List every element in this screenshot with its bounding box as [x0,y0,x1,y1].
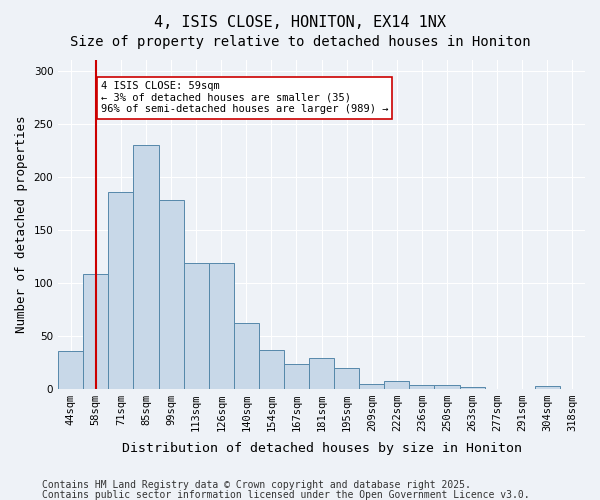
Bar [359,384,385,388]
Bar [385,381,409,388]
Text: 4, ISIS CLOSE, HONITON, EX14 1NX: 4, ISIS CLOSE, HONITON, EX14 1NX [154,15,446,30]
Text: Size of property relative to detached houses in Honiton: Size of property relative to detached ho… [70,35,530,49]
Bar [133,145,158,388]
Bar [109,192,133,388]
X-axis label: Distribution of detached houses by size in Honiton: Distribution of detached houses by size … [122,442,521,455]
Bar [309,358,334,388]
Bar [259,350,284,389]
Text: Contains public sector information licensed under the Open Government Licence v3: Contains public sector information licen… [42,490,530,500]
Bar [334,368,359,388]
Bar [184,264,209,388]
Y-axis label: Number of detached properties: Number of detached properties [15,116,28,333]
Text: 4 ISIS CLOSE: 59sqm
← 3% of detached houses are smaller (35)
96% of semi-detache: 4 ISIS CLOSE: 59sqm ← 3% of detached hou… [101,81,388,114]
Bar [158,200,184,388]
Bar [409,386,434,388]
Bar [434,386,460,388]
Bar [535,386,560,388]
Bar [234,323,259,388]
Bar [83,274,109,388]
Text: Contains HM Land Registry data © Crown copyright and database right 2025.: Contains HM Land Registry data © Crown c… [42,480,471,490]
Bar [58,352,83,389]
Bar [209,264,234,388]
Bar [284,364,309,388]
